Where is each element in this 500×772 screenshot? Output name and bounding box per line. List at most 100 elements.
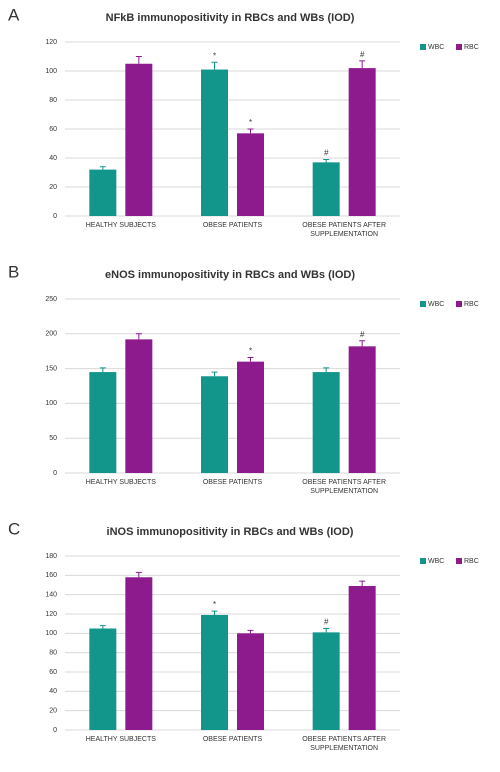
bar	[89, 628, 117, 730]
y-tick-label: 0	[53, 727, 57, 734]
bar	[312, 372, 340, 473]
bar	[237, 133, 264, 216]
y-tick-label: 40	[49, 155, 57, 162]
significance-marker: *	[249, 118, 252, 127]
significance-marker: #	[360, 330, 365, 339]
error-bar	[211, 610, 218, 615]
x-tick-label: HEALTHY SUBJECTS	[85, 479, 156, 486]
legend-swatch	[420, 558, 426, 564]
bar	[89, 372, 117, 473]
legend-swatch	[456, 301, 462, 307]
significance-marker: *	[249, 347, 252, 356]
error-bar	[135, 571, 142, 578]
legend-swatch	[420, 301, 426, 307]
bar	[237, 633, 264, 730]
legend-label: RBC	[464, 301, 479, 308]
chart-title: NFkB immunopositivity in RBCs and WBs (I…	[106, 12, 355, 24]
bar	[237, 361, 264, 473]
x-tick-label: OBESE PATIENTS	[202, 479, 263, 486]
bar	[201, 69, 228, 216]
x-tick-label: OBESE PATIENTS	[202, 736, 263, 743]
error-bar	[211, 371, 218, 377]
error-bar	[359, 60, 366, 69]
chart-title: iNOS immunopositivity in RBCs and WBs (I…	[107, 526, 354, 538]
bar	[312, 632, 340, 730]
x-tick-label: HEALTHY SUBJECTS	[85, 222, 156, 229]
bar	[89, 169, 117, 216]
panel-label: B	[8, 262, 19, 281]
bar	[312, 162, 340, 216]
x-tick-label: OBESE PATIENTS AFTER SUPPLEMENTATION	[302, 222, 387, 238]
x-tick-label: HEALTHY SUBJECTS	[85, 736, 156, 743]
bar	[201, 614, 228, 730]
significance-marker: *	[213, 51, 216, 60]
significance-marker: #	[360, 50, 365, 59]
y-tick-label: 100	[45, 630, 57, 637]
error-bar	[99, 166, 106, 170]
error-bar	[247, 629, 254, 634]
legend-swatch	[420, 44, 426, 50]
legend-swatch	[456, 558, 462, 564]
y-tick-label: 80	[49, 97, 57, 104]
error-bar	[247, 356, 254, 362]
x-tick-label: OBESE PATIENTS AFTER SUPPLEMENTATION	[302, 479, 387, 495]
error-bar	[211, 61, 218, 70]
legend-label: WBC	[428, 44, 444, 51]
y-tick-label: 160	[45, 572, 57, 579]
y-tick-label: 0	[53, 213, 57, 220]
bar	[125, 339, 153, 473]
y-tick-label: 100	[45, 400, 57, 407]
error-bar	[135, 333, 142, 340]
error-bar	[359, 340, 366, 347]
error-bar	[359, 580, 366, 586]
legend-label: RBC	[464, 44, 479, 51]
y-tick-label: 80	[49, 650, 57, 657]
y-tick-label: 40	[49, 688, 57, 695]
y-tick-label: 60	[49, 669, 57, 676]
y-tick-label: 120	[45, 611, 57, 618]
error-bar	[135, 56, 142, 64]
significance-marker: #	[324, 618, 329, 627]
x-tick-label: OBESE PATIENTS AFTER SUPPLEMENTATION	[302, 736, 387, 752]
error-bar	[99, 367, 106, 373]
y-tick-label: 200	[45, 331, 57, 338]
bar	[348, 68, 376, 216]
y-tick-label: 250	[45, 296, 57, 303]
x-tick-label: OBESE PATIENTS	[202, 222, 263, 229]
chart-title: eNOS immunopositivity in RBCs and WBs (I…	[105, 269, 355, 281]
error-bar	[323, 158, 330, 163]
error-bar	[323, 367, 330, 373]
panel-label: C	[8, 519, 20, 538]
chart: A NFkB immunopositivity in RBCs and WBs (…	[8, 5, 479, 220]
y-tick-label: 140	[45, 592, 57, 599]
y-tick-label: 20	[49, 184, 57, 191]
significance-marker: #	[324, 149, 329, 158]
y-tick-label: 0	[53, 470, 57, 477]
y-tick-label: 60	[49, 126, 57, 133]
panel-label: A	[8, 5, 20, 24]
y-tick-label: 20	[49, 708, 57, 715]
error-bar	[323, 628, 330, 633]
error-bar	[99, 625, 106, 629]
bar	[125, 63, 153, 216]
y-tick-label: 150	[45, 365, 57, 372]
legend-swatch	[456, 44, 462, 50]
bar	[348, 346, 376, 473]
significance-marker: *	[213, 600, 216, 609]
legend-label: RBC	[464, 558, 479, 565]
error-bar	[247, 128, 254, 134]
bar	[348, 585, 376, 730]
bar	[201, 376, 228, 473]
legend-label: WBC	[428, 558, 444, 565]
bar	[125, 577, 153, 730]
y-tick-label: 50	[49, 435, 57, 442]
y-tick-label: 180	[45, 553, 57, 560]
chart-panel: A NFkB immunopositivity in RBCs and WBs (…	[0, 0, 500, 257]
legend-label: WBC	[428, 301, 444, 308]
y-tick-label: 120	[45, 39, 57, 46]
